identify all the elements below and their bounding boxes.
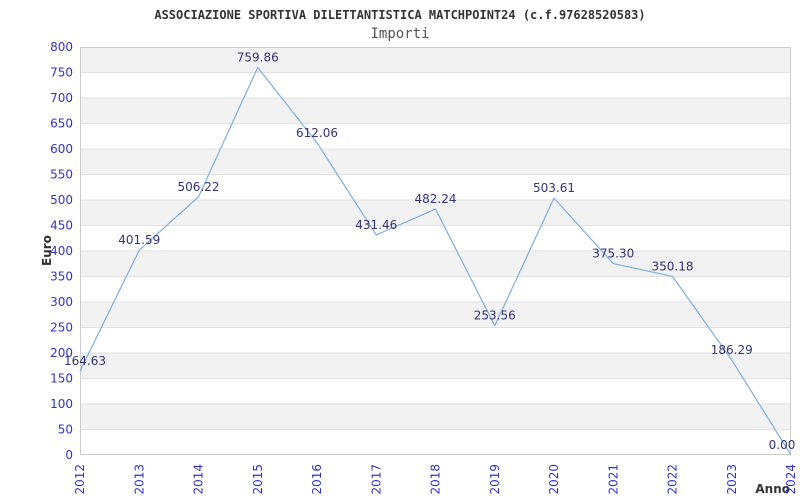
y-tick-label: 750: [50, 66, 73, 80]
x-tick-label: 2024: [784, 464, 798, 495]
y-tick-label: 150: [50, 372, 73, 386]
stripe-band: [80, 149, 791, 175]
data-point-label: 482.24: [415, 192, 457, 206]
stripe-band: [80, 353, 791, 379]
y-tick-label: 100: [50, 397, 73, 411]
x-tick-label: 2019: [488, 464, 502, 495]
plot-border: [80, 47, 791, 455]
data-point-label: 375.30: [592, 247, 634, 261]
stripe-band: [80, 404, 791, 430]
stripe-band: [80, 98, 791, 124]
data-point-label: 401.59: [118, 233, 160, 247]
data-point-label: 759.86: [237, 50, 279, 64]
x-tick-label: 2015: [251, 464, 265, 495]
y-tick-label: 650: [50, 117, 73, 131]
x-tick-label: 2014: [192, 464, 206, 495]
stripe-band: [80, 302, 791, 328]
x-tick-label: 2021: [606, 464, 620, 495]
y-tick-label: 50: [58, 423, 73, 437]
data-point-label: 431.46: [355, 218, 397, 232]
x-axis-title: Anno: [755, 482, 790, 496]
y-tick-label: 400: [50, 244, 73, 258]
data-point-label: 350.18: [652, 259, 694, 273]
x-tick-label: 2023: [725, 464, 739, 495]
data-point-label: 186.29: [711, 343, 753, 357]
data-point-label: 506.22: [178, 180, 220, 194]
y-tick-label: 0: [65, 448, 73, 462]
y-tick-label: 800: [50, 40, 73, 54]
data-point-label: 612.06: [296, 126, 338, 140]
chart-title: ASSOCIAZIONE SPORTIVA DILETTANTISTICA MA…: [154, 8, 646, 22]
y-tick-label: 450: [50, 219, 73, 233]
x-tick-label: 2012: [73, 464, 87, 495]
y-tick-label: 500: [50, 193, 73, 207]
y-tick-label: 200: [50, 346, 73, 360]
stripe-band: [80, 251, 791, 277]
data-point-label: 253.56: [474, 309, 516, 323]
y-tick-label: 550: [50, 168, 73, 182]
stripe-band: [80, 200, 791, 226]
y-tick-label: 700: [50, 91, 73, 105]
x-tick-label: 2013: [132, 464, 146, 495]
x-tick-label: 2020: [547, 464, 561, 495]
x-tick-label: 2022: [666, 464, 680, 495]
x-tick-label: 2017: [369, 464, 383, 495]
x-tick-label: 2016: [310, 464, 324, 495]
data-point-label: 164.63: [64, 354, 106, 368]
stripe-band: [80, 47, 791, 73]
x-tick-label: 2018: [429, 464, 443, 495]
series-line: [79, 66, 792, 456]
y-tick-label: 350: [50, 270, 73, 284]
data-point-label: 0.00: [769, 438, 796, 452]
y-tick-label: 600: [50, 142, 73, 156]
y-tick-label: 250: [50, 321, 73, 335]
chart-subtitle: Importi: [370, 26, 430, 42]
y-tick-label: 300: [50, 295, 73, 309]
data-point-label: 503.61: [533, 181, 575, 195]
